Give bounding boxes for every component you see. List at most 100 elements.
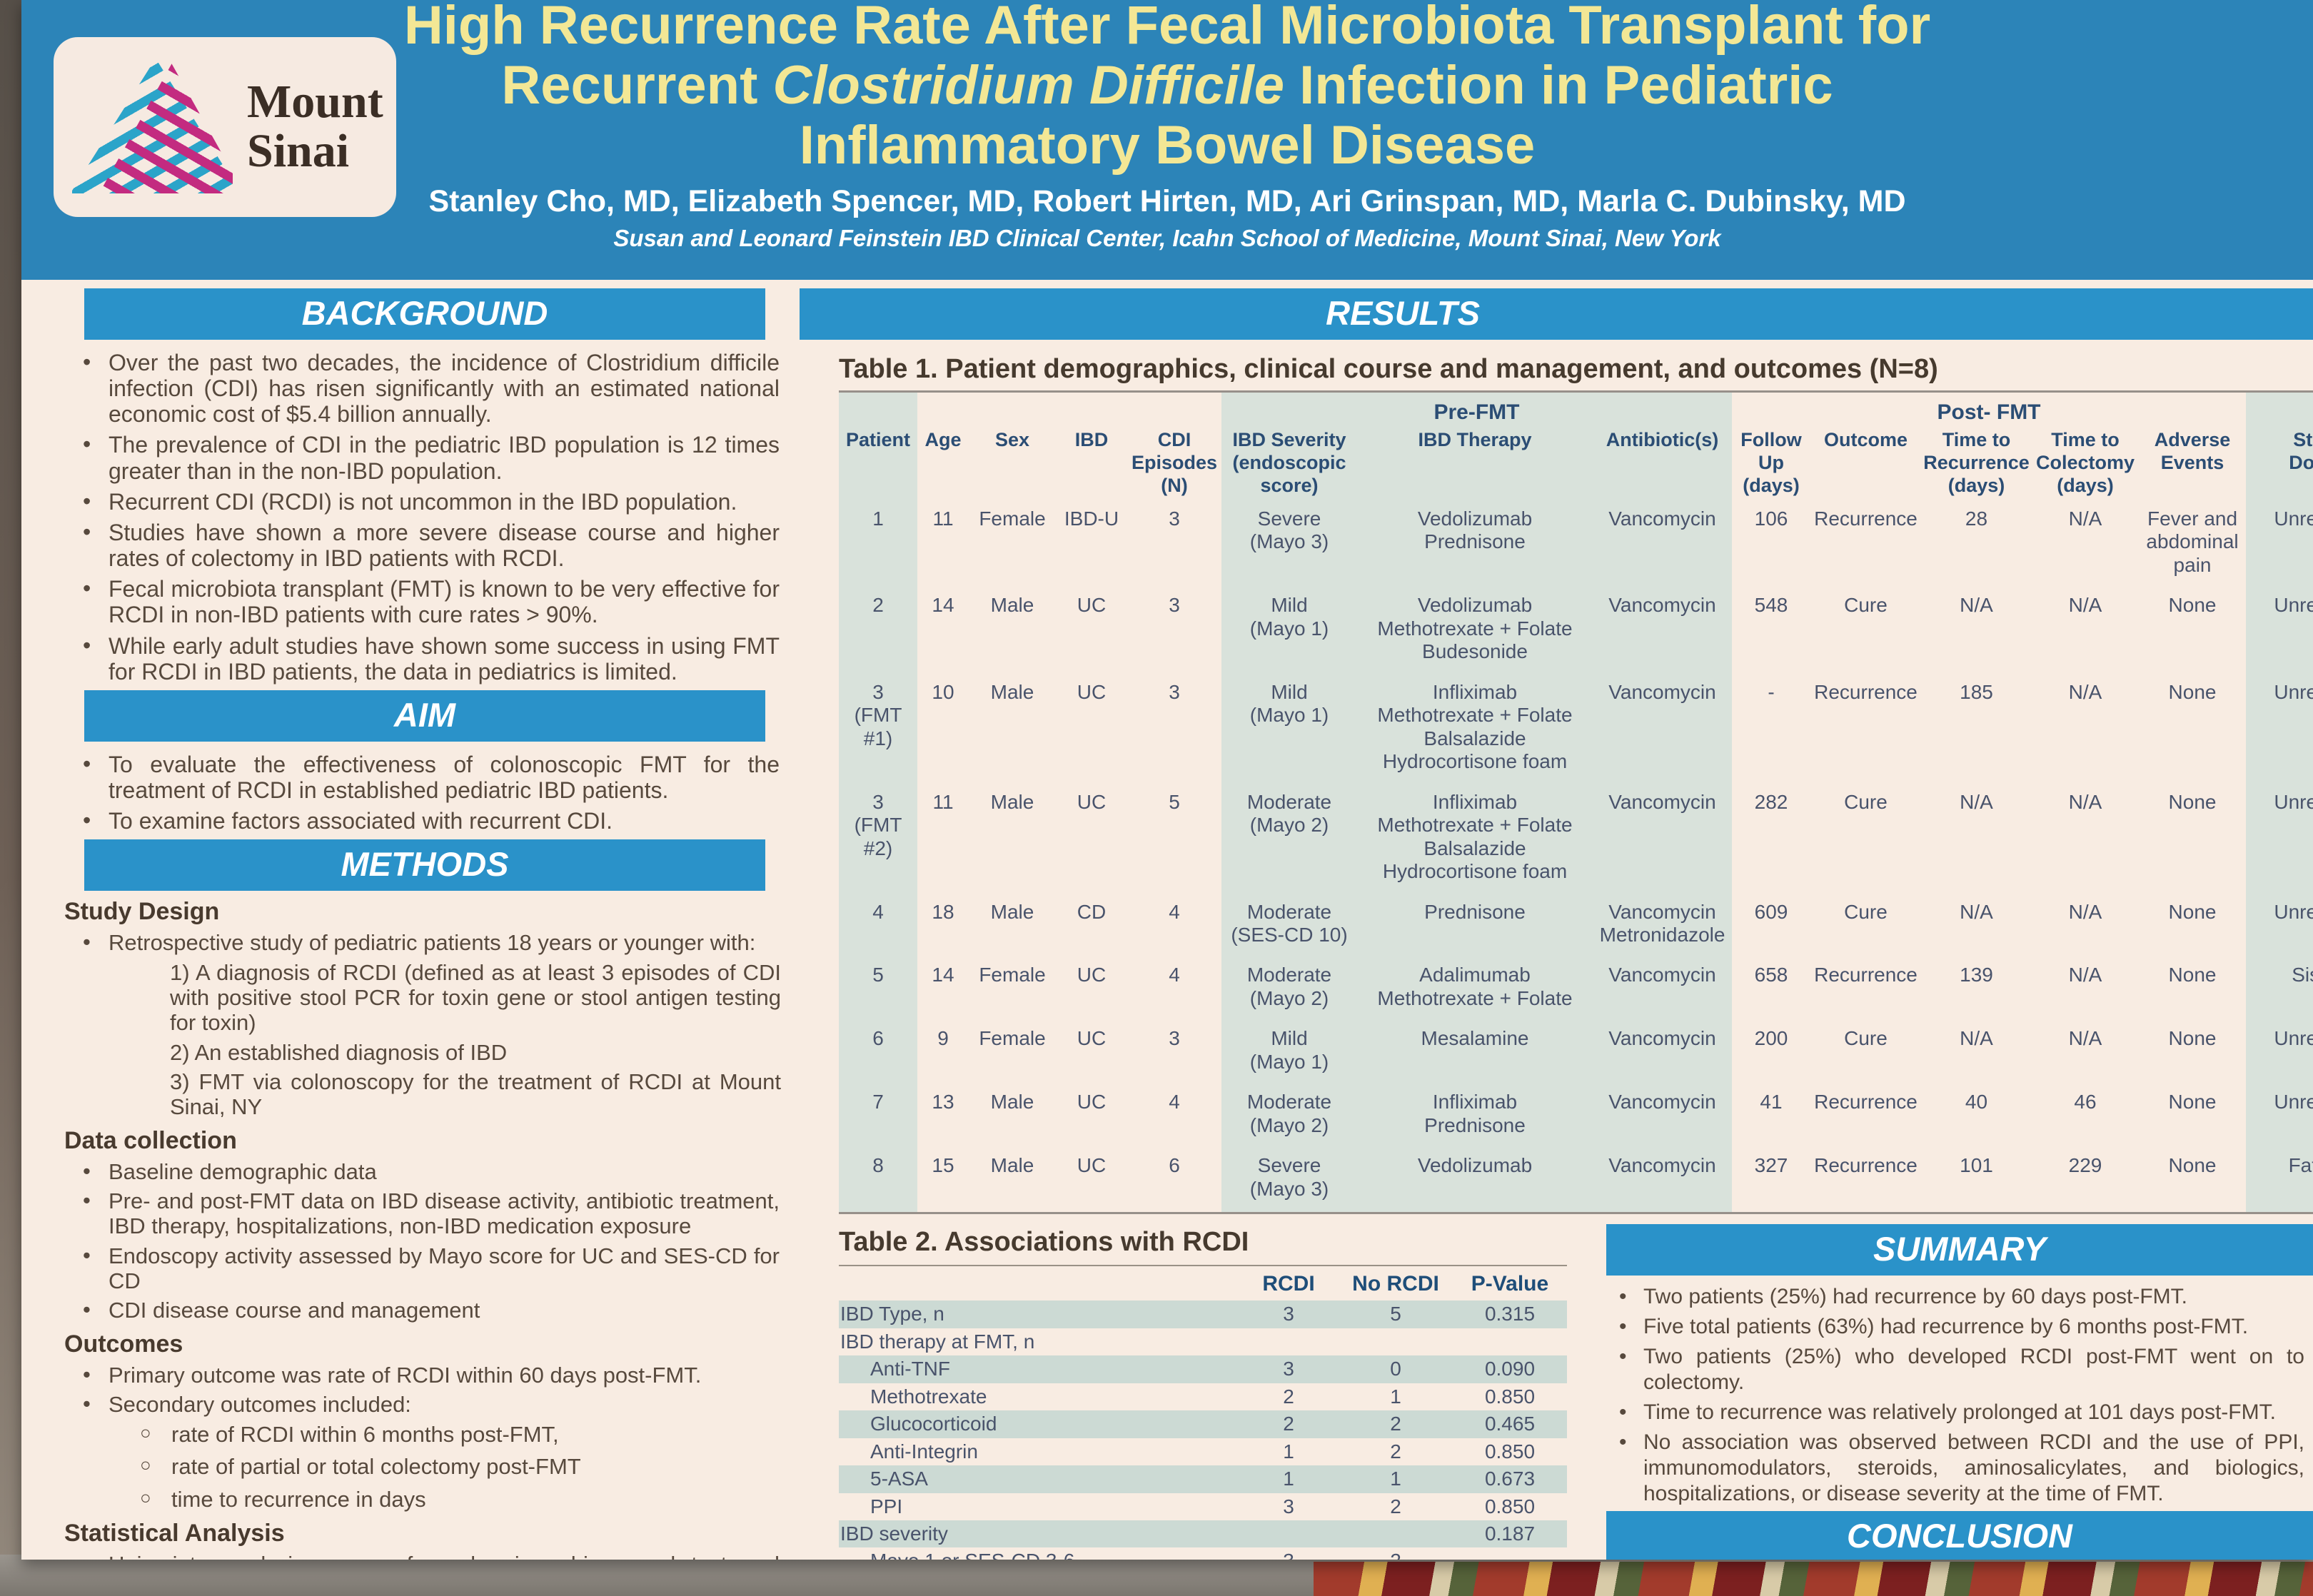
cell-label: Glucocorticoid <box>870 1413 997 1435</box>
cell-rcdi <box>1239 1520 1339 1547</box>
cell-ibd-severity: Moderate (Mayo 2) <box>1221 1085 1357 1149</box>
cell-ibd: UC <box>1077 1091 1107 1113</box>
cell-ibd-severity: Mild (Mayo 1) <box>1221 1021 1357 1086</box>
wall-left-edge <box>0 0 21 1596</box>
sub-bullet-item: time to recurrence in days <box>140 1486 780 1512</box>
sub-bullet-item: rate of RCDI within 6 months post-FMT, <box>140 1421 780 1448</box>
bullet-item: Endoscopy activity assessed by Mayo scor… <box>83 1243 780 1294</box>
table1-group-header-row: Pre-FMT Post- FMT <box>839 391 2313 425</box>
cell-stool-donor: Unrelated <box>2246 784 2313 895</box>
cell-outcome: Recurrence <box>1814 680 1918 703</box>
cell-sex: Male <box>990 900 1034 923</box>
cell-ibd-therapy: Vedolizumab <box>1357 1148 1593 1213</box>
table1-row: 5 14 Female UC 4 Moderate (Mayo 2) Adali… <box>839 958 2313 1022</box>
table2-row: IBD severity 0.187 <box>839 1520 1567 1548</box>
bullet-item: To examine factors associated with recur… <box>83 807 780 834</box>
table2-header-rcdi: RCDI <box>1262 1272 1315 1296</box>
cell-stool-donor: Sister <box>2246 958 2313 1022</box>
table1-column-header-row: Patient Age Sex IBD CDI Episodes (N) IBD Seve… <box>839 425 2313 502</box>
cell-adverse-events: None <box>2168 900 2217 923</box>
cell-antibiotics: Vancomycin <box>1593 958 1732 1022</box>
cell-ibd-therapy: Infliximab Prednisone <box>1357 1085 1593 1149</box>
cell-pvalue: 0.850 <box>1484 1385 1536 1408</box>
cell-outcome: Cure <box>1844 1027 1888 1050</box>
bullet-item: Two patients (25%) had recurrence by 60 … <box>1619 1284 2304 1310</box>
study-design-intro-list: Retrospective study of pediatric patient… <box>64 929 785 955</box>
cell-cdi-episodes: 5 <box>1169 790 1180 813</box>
cell-adverse-events: Fever and abdominal pain <box>2146 507 2239 576</box>
cell-ibd: IBD-U <box>1064 507 1119 530</box>
cell-pvalue: 0.090 <box>1484 1358 1536 1380</box>
cell-ibd-severity: Severe (Mayo 3) <box>1221 1148 1357 1213</box>
cell-outcome: Recurrence <box>1814 507 1918 530</box>
cell-age: 18 <box>932 900 954 923</box>
study-design-items: 1) A diagnosis of RCDI (defined as at le… <box>64 960 785 1120</box>
cell-age: 13 <box>932 1091 954 1113</box>
cell-age: 10 <box>932 680 954 703</box>
cell-time-to-colectomy: N/A <box>2068 680 2102 703</box>
cell-outcome: Recurrence <box>1814 1091 1918 1113</box>
cell-ibd-therapy: Vedolizumab Prednisone <box>1357 501 1593 589</box>
table1-row: 2 14 Male UC 3 Mild (Mayo 1) Vedolizumab… <box>839 588 2313 675</box>
cell-pvalue: 0.850 <box>1484 1495 1536 1517</box>
cell-age: 11 <box>932 507 954 530</box>
results-banner: RESULTS <box>800 288 2313 340</box>
cell-age: 14 <box>932 594 954 617</box>
outcomes-list: Primary outcome was rate of RCDI within … <box>64 1362 785 1418</box>
table1-column-header: Sex <box>994 429 1030 451</box>
table2-row: IBD therapy at FMT, n <box>839 1328 1567 1355</box>
stats-heading: Statistical Analysis <box>64 1519 285 1547</box>
group-header-spacer <box>917 392 1221 425</box>
cell-rcdi: 3 <box>1239 1547 1339 1560</box>
table2: RCDI No RCDI P-Value IBD Type, n 3 <box>839 1265 1567 1560</box>
cell-label: Mayo 1 or SES-CD 3-6 <box>839 1547 1239 1560</box>
cell-ibd-severity: Moderate (Mayo 2) <box>1221 784 1357 895</box>
title-line-3: Inflammatory Bowel Disease <box>799 115 1536 176</box>
cell-patient: 8 <box>839 1148 917 1213</box>
cell-stool-donor: Unrelated <box>2246 1085 2313 1149</box>
cell-follow-up: 282 <box>1754 790 1788 813</box>
cell-follow-up: 548 <box>1754 594 1788 617</box>
poster: Mount Sinai High Recurrence Rate After F… <box>21 0 2313 1560</box>
table1-column-header: IBD Severity (endoscopic score) <box>1221 425 1357 502</box>
cell-rcdi: 3 <box>1283 1358 1294 1380</box>
cell-ibd: UC <box>1077 790 1107 813</box>
cell-cdi-episodes: 4 <box>1169 900 1180 923</box>
sub-bullet-item: rate of partial or total colectomy post-… <box>140 1453 780 1480</box>
cell-rcdi: 3 <box>1283 1303 1294 1325</box>
table1-column-header: Time to Colectomy (days) <box>2035 429 2135 497</box>
cell-outcome: Recurrence <box>1814 1154 1918 1177</box>
cell-adverse-events: None <box>2168 1091 2217 1113</box>
cell-stool-donor: Father <box>2246 1148 2313 1213</box>
cell-patient: 3 (FMT #1) <box>839 675 917 785</box>
fabric-pattern-strip <box>1314 1562 2313 1596</box>
cell-ibd: UC <box>1077 1154 1107 1177</box>
cell-rcdi <box>1239 1328 1339 1355</box>
bullet-item: Over the past two decades, the incidence… <box>83 349 780 427</box>
methods-section: Study Design Retrospective study of pedi… <box>64 898 785 1560</box>
cell-pvalue: 0.850 <box>1484 1440 1536 1463</box>
table1-column-header: Patient <box>839 425 917 502</box>
cell-norcdi: 2 <box>1390 1495 1401 1517</box>
cell-sex: Male <box>990 594 1034 617</box>
table1-column-header: Outcome <box>1823 429 1908 451</box>
cell-sex: Female <box>979 507 1046 530</box>
bullet-item: While early adult studies have shown som… <box>83 632 780 685</box>
authors-line: Stanley Cho, MD, Elizabeth Spencer, MD, … <box>428 184 1906 218</box>
methods-banner: METHODS <box>84 839 765 892</box>
summary-banner: SUMMARY <box>1606 1224 2313 1276</box>
table1-column-header: Adverse Events <box>2154 429 2231 474</box>
outcomes-heading: Outcomes <box>64 1330 183 1358</box>
summary-bullet-list: Two patients (25%) had recurrence by 60 … <box>1606 1284 2313 1507</box>
table2-header-spacer <box>839 1266 1239 1300</box>
cell-stool-donor: Unrelated <box>2246 501 2313 589</box>
bullet-item: Univariate analysis was performed using … <box>83 1551 780 1560</box>
cell-norcdi: 1 <box>1390 1385 1401 1408</box>
cell-stool-donor: Unrelated <box>2246 894 2313 959</box>
cell-ibd: UC <box>1077 680 1107 703</box>
cell-cdi-episodes: 3 <box>1169 680 1180 703</box>
table1-row: 3 (FMT #2) 11 Male UC 5 Moderate (Mayo 2… <box>839 784 2313 895</box>
cell-time-to-recurrence: N/A <box>1960 1027 1993 1050</box>
background-bullet-list: Over the past two decades, the incidence… <box>64 349 785 685</box>
group-header-post-fmt: Post- FMT <box>1937 400 2041 424</box>
